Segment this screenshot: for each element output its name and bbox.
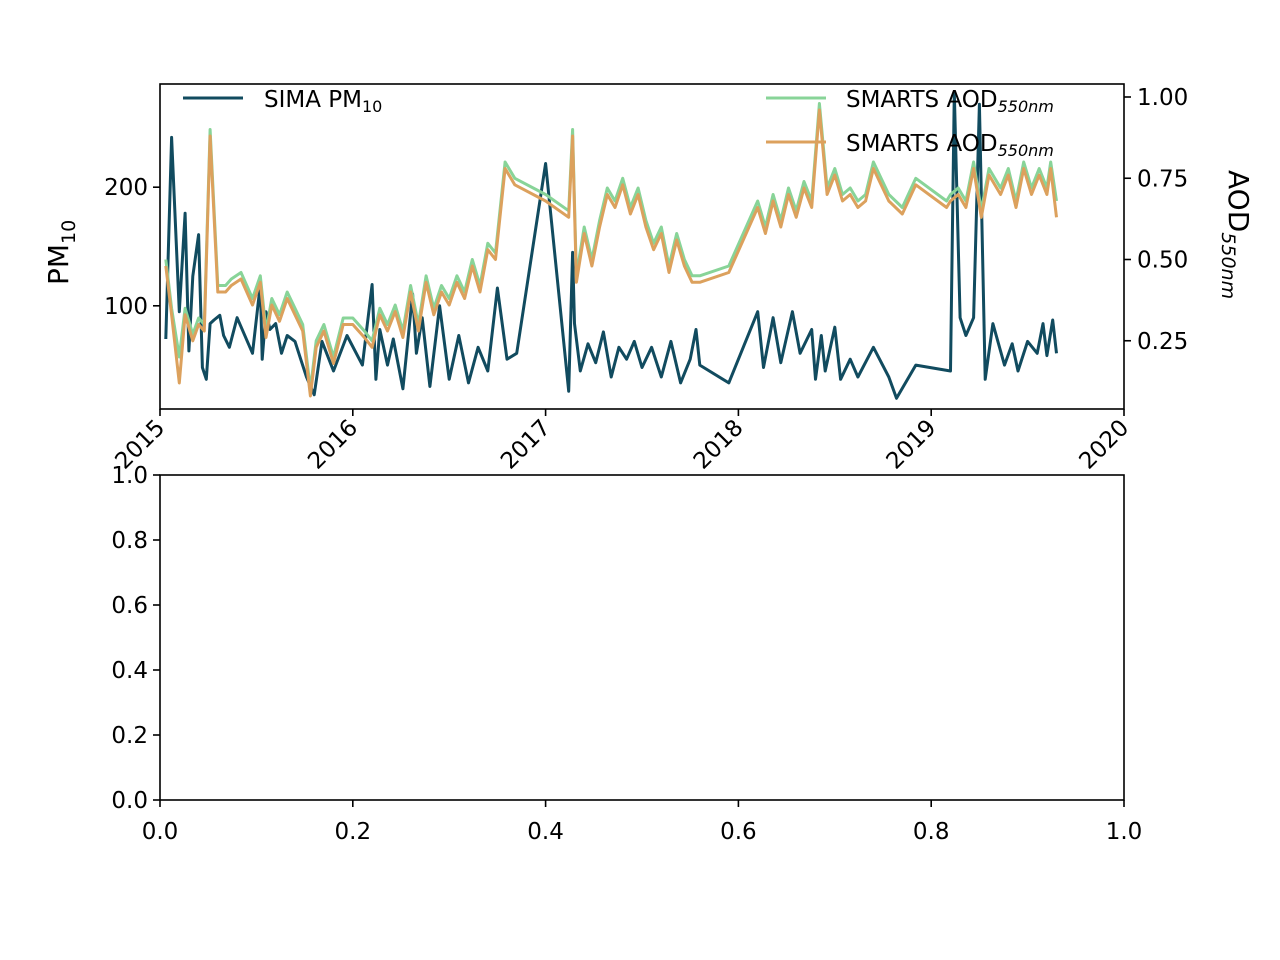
top-y2tick-label: 0.50 [1137,248,1188,274]
series-line-sima-pm10 [164,90,1058,400]
legend-label-smarts-orange-sub: 550nm [998,141,1054,160]
bottom-xtick-label: 0.0 [142,819,179,845]
top-y2tick-label: 0.75 [1137,166,1188,192]
legend-label-sima: SIMA PM10 [264,87,382,116]
series-line-smarts-aod-orange [164,108,1058,398]
top-ytick-label: 200 [104,175,148,201]
bottom-axes-frame [159,474,1125,801]
legend-label-smarts-orange-base: SMARTS AOD [846,131,998,157]
top-ylabel-sub: 10 [58,220,80,244]
bottom-y-ticks: 0.0 0.2 0.4 0.6 0.8 1.0 [111,463,160,814]
bottom-ytick-label: 0.0 [111,788,148,814]
top-series-group [164,90,1058,400]
bottom-xtick-label: 0.4 [527,819,564,845]
bottom-xtick-label: 0.8 [913,819,950,845]
top-ylabel: PM10 [42,220,80,285]
top-ytick-label: 100 [104,294,148,320]
top-y2tick-label: 0.25 [1137,329,1188,355]
top-y2label-base: AOD [1222,170,1255,232]
top-ylabel-base: PM [42,244,75,285]
bottom-ytick-label: 0.4 [111,658,148,684]
top-y2label-sub: 550nm [1217,232,1239,299]
top-axes-frame [159,83,1125,410]
legend-label-smarts-green-sub: 550nm [998,97,1054,116]
legend-label-sima-base: SIMA PM [264,87,362,113]
bottom-panel: 0.0 0.2 0.4 0.6 0.8 1.0 0.0 0.2 0.4 0.6 0.8 1.0 [111,463,1142,845]
top-y2tick-label: 1.00 [1137,85,1188,111]
bottom-ytick-label: 0.8 [111,528,148,554]
bottom-xtick-label: 0.2 [335,819,372,845]
bottom-x-ticks: 0.0 0.2 0.4 0.6 0.8 1.0 [142,800,1143,845]
bottom-ytick-label: 0.6 [111,593,148,619]
legend-left: SIMA PM10 [183,87,382,116]
top-y2label: AOD550nm [1217,170,1255,299]
legend-label-smarts-orange: SMARTS AOD550nm [846,131,1054,160]
top-y2-ticks: 0.25 0.50 0.75 1.00 [1124,85,1188,355]
legend-label-smarts-green-base: SMARTS AOD [846,87,998,113]
bottom-xtick-label: 0.6 [720,819,757,845]
bottom-xtick-label: 1.0 [1106,819,1143,845]
legend-label-smarts-green: SMARTS AOD550nm [846,87,1054,116]
legend-label-sima-sub: 10 [362,97,382,116]
bottom-ytick-label: 1.0 [111,463,148,489]
top-y-ticks: 100 200 [104,175,160,320]
legend-right: SMARTS AOD550nm SMARTS AOD550nm [766,87,1054,160]
bottom-ytick-label: 0.2 [111,723,148,749]
